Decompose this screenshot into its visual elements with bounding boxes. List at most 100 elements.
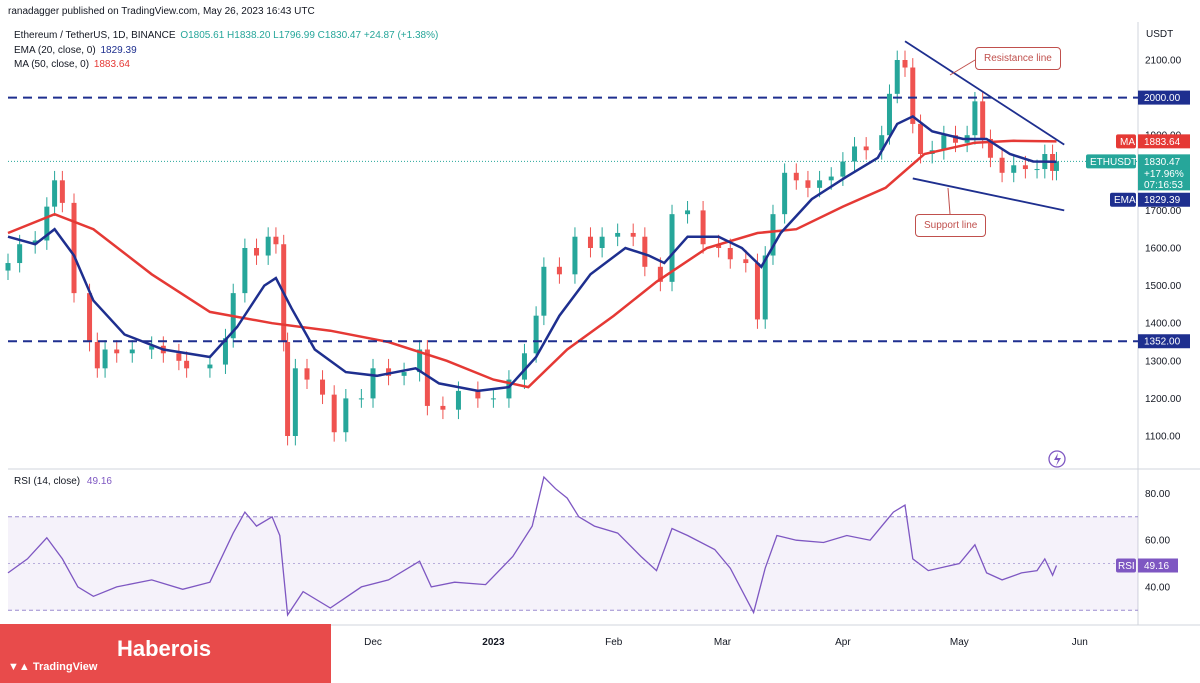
candle-body [972,101,978,136]
tradingview-logo[interactable]: ▼▲ TradingView [8,661,97,673]
candle-body [987,138,993,158]
candle-body [879,135,885,151]
candle-body [743,259,749,264]
price-tick-label: 1100.00 [1145,432,1181,443]
candle-body [149,345,155,350]
price-tag-value: 1352.00 [1144,337,1181,348]
candle-body [828,176,834,181]
rsi-tick-label: 60.00 [1145,536,1170,547]
candle-body [556,266,562,275]
legend-ma-row: MA (50, close, 0) 1883.64 [14,58,438,73]
candle-body [417,349,423,373]
candle-body [184,360,190,369]
candle-body [114,349,120,354]
price-tick-label: 2100.00 [1145,56,1182,67]
candle-body [840,161,846,177]
time-tick-label: Mar [714,637,732,648]
price-tag-box [1138,192,1190,207]
candle-body [490,398,496,400]
candle-body [918,123,924,154]
candle-body [852,146,858,162]
candle-body [700,210,706,245]
candle-body [1011,165,1017,173]
lightning-icon-bolt [1054,453,1061,466]
candle-body [59,180,65,203]
candle-body [1053,161,1059,171]
main-legend: Ethereum / TetherUS, 1D, BINANCE O1805.6… [14,29,438,73]
candle-body [87,293,93,342]
legend-ema-row: EMA (20, close, 0) 1829.39 [14,44,438,59]
candle-body [863,146,869,151]
candle-body [94,342,100,369]
candle-body [902,60,908,68]
price-tick-label: 1300.00 [1145,356,1182,367]
candle-body [805,180,811,188]
time-tick-label: Apr [835,637,851,648]
candle-body [521,353,527,380]
indicator-lines [7,114,1058,617]
rsi-tag-label: RSI [1118,561,1135,572]
candle-body [273,236,279,245]
support-line [912,177,1065,212]
candle-body [475,390,481,399]
candle-body [941,135,947,151]
lightning-icon [1048,450,1066,468]
tag-label-box [1086,154,1136,169]
candle-body [129,349,135,354]
candle-body [265,236,271,256]
rsi-line [7,475,1058,617]
ema20-line [7,114,1057,393]
candle-body [386,368,392,376]
brand-banner [0,624,331,683]
candle-body [343,398,349,433]
candle-body [1034,169,1040,171]
candle-body [292,368,298,436]
candle-body [770,214,776,256]
price-tick-label: 1200.00 [1145,394,1182,405]
candle-body [176,353,182,361]
candle-body [999,157,1005,173]
price-tick-label: 1700.00 [1145,206,1182,217]
price-tag-value: 2000.00 [1144,93,1181,104]
tradingview-logo-text: TradingView [32,661,98,673]
rsi-legend: RSI (14, close) 49.16 [14,476,112,487]
legend-symbol: Ethereum / TetherUS, 1D, BINANCE [14,30,176,41]
candle-body [32,240,38,245]
legend-ma-value: 1883.64 [93,59,130,70]
price-tag-extra: 07:16:53 [1144,180,1183,191]
candle-body [207,364,213,369]
price-tag-box [1138,334,1190,349]
candle-body [254,248,260,256]
rsi-band [8,160,1138,611]
price-tag-box [1138,134,1190,149]
candle-body [630,232,636,237]
tag-label: MA [1120,137,1135,148]
candle-body [727,248,733,260]
candle-body [331,394,337,433]
legend-ma-label: MA (50, close, 0) [14,59,90,70]
candle-body [642,236,648,267]
candle-body [71,202,77,294]
legend-symbol-row: Ethereum / TetherUS, 1D, BINANCE O1805.6… [14,29,438,44]
candle-body [304,368,310,380]
time-tick-label: Feb [605,637,623,648]
candle-body [401,372,407,376]
rsi-legend-value: 49.16 [86,476,112,487]
rsi-tag-box [1138,558,1178,573]
candles [5,50,1059,446]
rsi-legend-label: RSI (14, close) [14,476,81,487]
candle-body [685,210,691,215]
candle-body [242,248,248,294]
ma50-line [7,139,1057,389]
resistance-callout: Resistance line [975,47,1061,70]
price-tag-value: 1883.64 [1144,137,1181,148]
support-callout: Support line [915,214,987,237]
candle-body [370,368,376,399]
time-tick-label: May [950,637,969,648]
rsi-tick-label: 40.00 [1145,582,1170,593]
rsi-tag-value: 49.16 [1144,561,1169,572]
rsi-tag-label-box [1116,558,1136,573]
rsi-tick-label: 80.00 [1145,489,1170,500]
candle-body [572,236,578,275]
